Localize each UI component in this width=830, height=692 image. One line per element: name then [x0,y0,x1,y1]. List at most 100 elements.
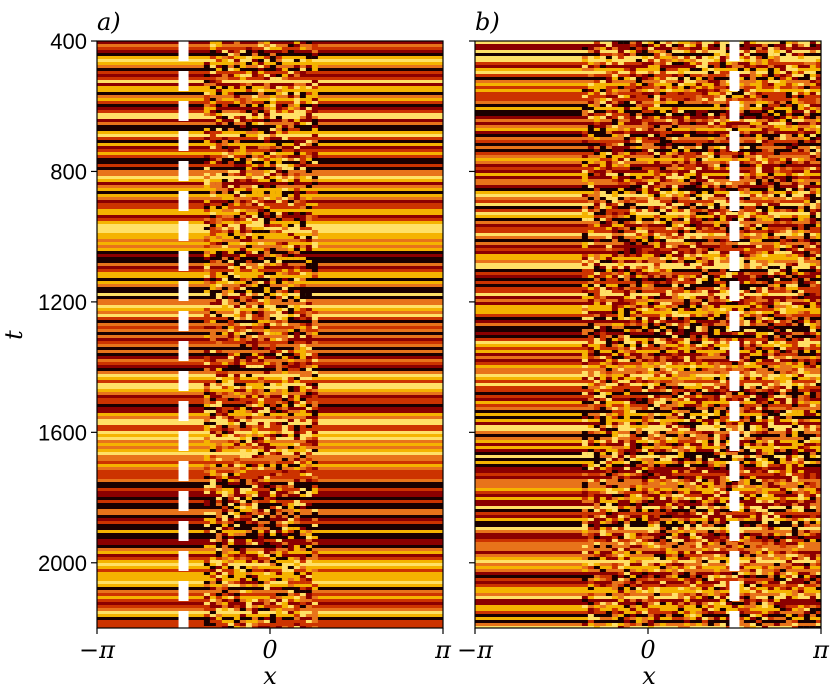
heatmap-cell [617,188,624,191]
heatmap-cell [629,71,636,74]
heatmap-cell [245,131,252,134]
heatmap-cell [269,128,276,131]
heatmap-cell [677,215,684,218]
heatmap-cell [599,116,606,119]
heatmap-cell [257,434,264,437]
heatmap-cell [221,299,228,302]
heatmap-cell [281,50,288,53]
heatmap-cell [803,365,810,368]
heatmap-cell [251,257,258,260]
heatmap-cell [689,215,696,218]
heatmap-cell [701,74,708,77]
heatmap-cell [689,191,696,194]
heatmap-cell [245,203,252,206]
heatmap-cell [239,65,246,68]
heatmap-cell [305,530,312,533]
heatmap-cell [701,248,708,251]
heatmap-cell [251,317,258,320]
heatmap-cell [701,260,708,263]
heatmap-cell [737,86,744,89]
heatmap-cell [263,581,270,584]
heatmap-cell [263,482,270,485]
heatmap-cell [281,242,288,245]
heatmap-cell [653,53,660,56]
heatmap-cell [227,581,234,584]
heatmap-cell [221,395,228,398]
heatmap-cell [221,431,228,434]
heatmap-cell [251,449,258,452]
heatmap-cell [713,224,720,227]
heatmap-cell [683,254,690,257]
heatmap-cell [749,152,756,155]
heatmap-cell [737,251,744,254]
heatmap-cell [605,110,612,113]
heatmap-cell [635,314,642,317]
heatmap-cell [299,560,306,563]
heatmap-cell [221,290,228,293]
heatmap-cell [653,104,660,107]
heatmap-cell [725,356,732,359]
heatmap-cell [251,581,258,584]
heatmap-cell [809,62,816,65]
heatmap-cell [653,329,660,332]
heatmap-cell [725,110,732,113]
heatmap-cell [251,251,258,254]
heatmap-cell [245,482,252,485]
heatmap-cell [755,170,762,173]
heatmap-cell [305,332,312,335]
heatmap-cell [635,50,642,53]
heatmap-cell [677,146,684,149]
heatmap-cell [227,290,234,293]
heatmap-cell [293,605,300,608]
heatmap-cell [245,560,252,563]
heatmap-cell [209,53,216,56]
heatmap-cell [263,509,270,512]
heatmap-cell [203,179,210,182]
heatmap-cell [725,176,732,179]
heatmap-cell [617,179,624,182]
heatmap-cell [581,347,588,350]
heatmap-cell [809,194,816,197]
heatmap-cell [713,194,720,197]
heatmap-cell [677,326,684,329]
heatmap-cell [635,218,642,221]
heatmap-cell [215,464,222,467]
heatmap-cell [707,140,714,143]
heatmap-cell [311,140,318,143]
heatmap-cell [659,110,666,113]
heatmap-cell [293,287,300,290]
heatmap-cell [755,374,762,377]
heatmap-cell [665,221,672,224]
heatmap-cell [671,152,678,155]
heatmap-cell [209,407,216,410]
heatmap-cell [233,173,240,176]
heatmap-cell [251,398,258,401]
heatmap-cell [755,317,762,320]
heatmap-cell [293,239,300,242]
heatmap-cell [623,323,630,326]
heatmap-cell [281,134,288,137]
heatmap-cell [305,344,312,347]
heatmap-cell [275,578,282,581]
heatmap-cell [809,44,816,47]
heatmap-cell [617,314,624,317]
heatmap-cell [581,68,588,71]
heatmap-cell [641,44,648,47]
heatmap-cell [311,119,318,122]
heatmap-cell [275,419,282,422]
heatmap-cell [653,200,660,203]
heatmap-cell [647,305,654,308]
heatmap-cell [293,44,300,47]
heatmap-cell [281,527,288,530]
heatmap-cell [755,224,762,227]
heatmap-cell [227,593,234,596]
heatmap-cell [245,341,252,344]
heatmap-cell [743,236,750,239]
heatmap-cell [719,47,726,50]
heatmap-cell [641,326,648,329]
heatmap-cell [227,275,234,278]
heatmap-cell [773,380,780,383]
heatmap-cell [647,260,654,263]
heatmap-cell [797,110,804,113]
heatmap-cell [257,194,264,197]
